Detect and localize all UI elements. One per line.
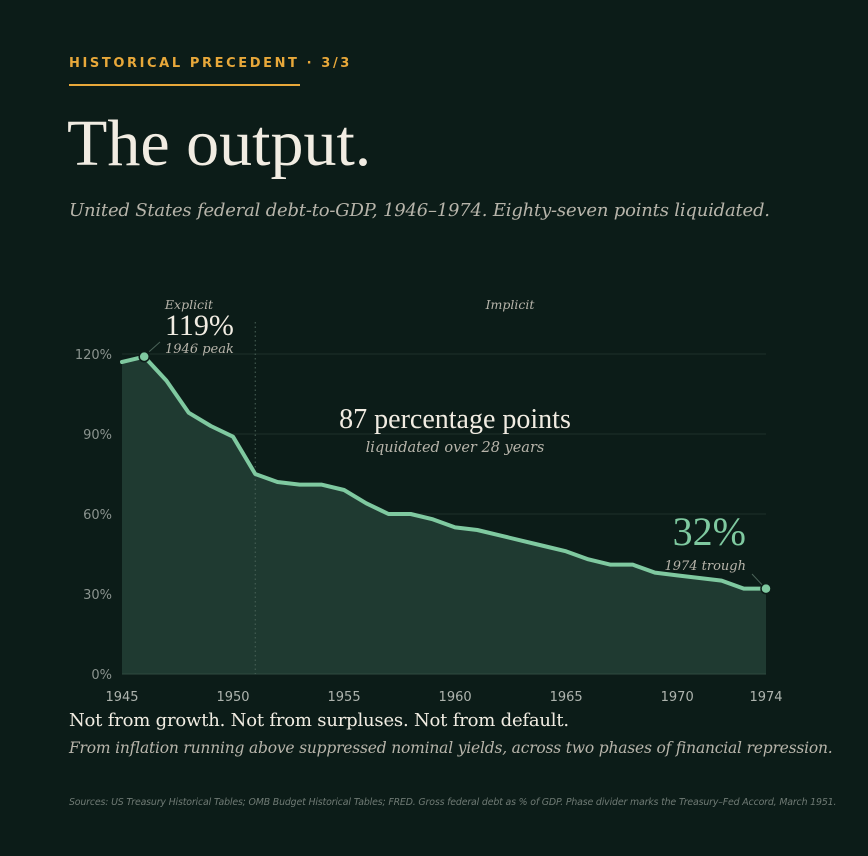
y-tick-label: 60% (83, 508, 112, 523)
peak-leader-line (148, 341, 161, 353)
phase-label-implicit: Implicit (485, 297, 536, 312)
page-title: The output. (67, 107, 372, 180)
peak-marker (138, 350, 150, 363)
debt-to-gdp-chart: 0% 30% 60% 90% 120% Explicit Implicit 1945 1950 1… (75, 297, 783, 705)
y-tick-label: 0% (91, 668, 112, 683)
trough-leader-line (751, 573, 763, 586)
y-tick-label: 90% (83, 428, 112, 443)
page-subtitle: United States federal debt-to-GDP, 1946–… (69, 200, 770, 221)
x-tick-label: 1965 (550, 690, 583, 705)
peak-caption: 1946 peak (165, 342, 234, 357)
center-caption: liquidated over 28 years (366, 440, 545, 456)
eyebrow-underline (69, 84, 300, 86)
y-tick-label: 30% (83, 588, 112, 603)
trough-marker (760, 582, 772, 595)
x-tick-label: 1974 (749, 690, 782, 705)
x-tick-label: 1955 (328, 690, 361, 705)
eyebrow-label: HISTORICAL PRECEDENT · 3/3 (69, 56, 352, 71)
peak-value-label: 119% (165, 309, 234, 342)
phase-label-explicit: Explicit (164, 297, 214, 312)
sources-note: Sources: US Treasury Historical Tables; … (69, 797, 837, 808)
y-tick-label: 120% (75, 348, 112, 363)
series-line (120, 354, 768, 591)
footer-statement: Not from growth. Not from surpluses. Not… (69, 710, 569, 731)
area-fill (122, 356, 766, 674)
trough-caption: 1974 trough (664, 559, 746, 574)
x-tick-label: 1970 (661, 690, 694, 705)
x-tick-label: 1950 (216, 690, 249, 705)
x-tick-label: 1960 (439, 690, 472, 705)
footer-explanation: From inflation running above suppressed … (69, 739, 833, 757)
trough-value-label: 32% (673, 509, 746, 554)
x-tick-label: 1945 (105, 690, 138, 705)
center-headline: 87 percentage points (339, 404, 571, 435)
